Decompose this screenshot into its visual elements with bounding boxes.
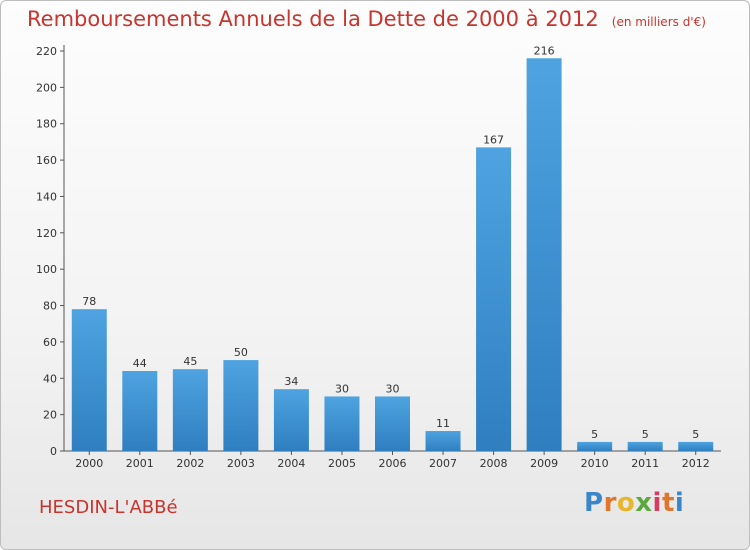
y-tick-label: 160 <box>36 154 57 167</box>
x-tick-label: 2009 <box>530 457 558 470</box>
x-tick-label: 2003 <box>227 457 255 470</box>
x-tick-label: 2004 <box>277 457 305 470</box>
logo-letter: x <box>635 488 653 518</box>
bar-value-label: 167 <box>483 133 504 146</box>
logo-letter: r <box>603 488 617 518</box>
bar-value-label: 44 <box>133 357 147 370</box>
bar <box>425 431 461 451</box>
bar-value-label: 30 <box>386 382 400 395</box>
chart-subtitle: (en milliers d'€) <box>611 15 706 29</box>
y-tick-label: 120 <box>36 227 57 240</box>
y-tick-label: 140 <box>36 190 57 203</box>
bar <box>577 441 613 451</box>
bar-value-label: 5 <box>642 428 649 441</box>
y-tick-label: 20 <box>43 409 57 422</box>
bar-value-label: 11 <box>436 417 450 430</box>
bar <box>223 360 259 451</box>
bar <box>375 396 410 451</box>
y-tick-label: 40 <box>43 372 57 385</box>
bar <box>526 58 562 451</box>
x-tick-label: 2001 <box>126 457 154 470</box>
x-tick-label: 2012 <box>682 457 710 470</box>
bar-value-label: 34 <box>284 375 298 388</box>
x-tick-label: 2005 <box>328 457 356 470</box>
y-tick-label: 220 <box>36 45 57 58</box>
bar-value-label: 50 <box>234 346 248 359</box>
bar-value-label: 30 <box>335 382 349 395</box>
bar-value-label: 45 <box>183 355 197 368</box>
x-tick-label: 2007 <box>429 457 457 470</box>
bar <box>273 389 309 451</box>
y-tick-label: 100 <box>36 263 57 276</box>
bar-value-label: 78 <box>82 295 96 308</box>
commune-name: HESDIN-L'ABBé <box>39 497 178 518</box>
y-tick-label: 60 <box>43 336 57 349</box>
bar-value-label: 5 <box>591 428 598 441</box>
bar <box>678 441 714 451</box>
x-tick-label: 2002 <box>176 457 204 470</box>
chart-title-block: Remboursements Annuels de la Dette de 20… <box>27 7 706 31</box>
x-tick-label: 2006 <box>379 457 407 470</box>
bar <box>627 441 663 451</box>
bar <box>172 369 208 451</box>
bar <box>476 147 512 451</box>
x-tick-label: 2011 <box>631 457 659 470</box>
bar <box>324 396 360 451</box>
logo-letter: i <box>652 488 662 518</box>
bar-value-label: 5 <box>692 428 699 441</box>
chart-title: Remboursements Annuels de la Dette de 20… <box>27 7 599 31</box>
bar <box>71 309 107 451</box>
logo-letter: i <box>674 488 685 518</box>
x-tick-label: 2010 <box>581 457 609 470</box>
x-tick-label: 2000 <box>75 457 103 470</box>
x-tick-label: 2008 <box>480 457 508 470</box>
logo-letter: P <box>584 488 604 518</box>
y-tick-label: 180 <box>36 118 57 131</box>
proxiti-logo: Proxiti <box>584 488 684 518</box>
bar-value-label: 216 <box>534 44 555 57</box>
y-tick-label: 200 <box>36 81 57 94</box>
logo-letter: o <box>616 488 636 518</box>
y-tick-label: 0 <box>50 445 57 458</box>
logo-letter: t <box>661 488 675 518</box>
y-tick-label: 80 <box>43 300 57 313</box>
bar <box>122 371 158 451</box>
